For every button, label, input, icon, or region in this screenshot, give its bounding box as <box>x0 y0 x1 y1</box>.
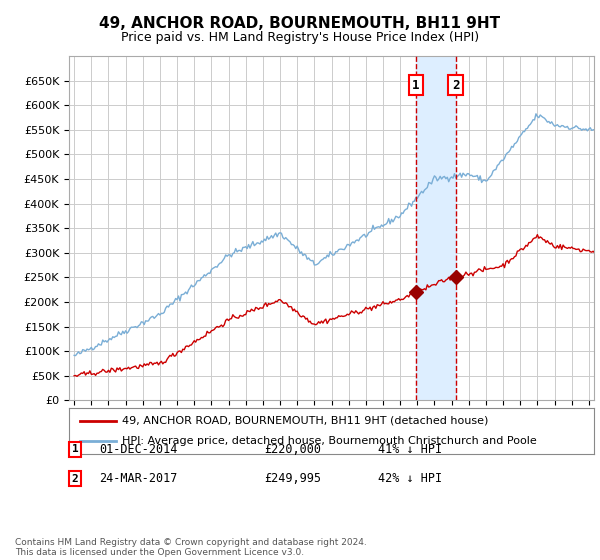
Text: 41% ↓ HPI: 41% ↓ HPI <box>378 442 442 456</box>
Text: 2: 2 <box>452 79 459 92</box>
Text: £220,000: £220,000 <box>264 442 321 456</box>
Text: 49, ANCHOR ROAD, BOURNEMOUTH, BH11 9HT (detached house): 49, ANCHOR ROAD, BOURNEMOUTH, BH11 9HT (… <box>121 416 488 426</box>
Text: £249,995: £249,995 <box>264 472 321 486</box>
Text: 2: 2 <box>71 474 79 484</box>
Text: 01-DEC-2014: 01-DEC-2014 <box>99 442 178 456</box>
Text: 42% ↓ HPI: 42% ↓ HPI <box>378 472 442 486</box>
Text: HPI: Average price, detached house, Bournemouth Christchurch and Poole: HPI: Average price, detached house, Bour… <box>121 436 536 446</box>
Bar <box>416 56 455 400</box>
Text: 49, ANCHOR ROAD, BOURNEMOUTH, BH11 9HT: 49, ANCHOR ROAD, BOURNEMOUTH, BH11 9HT <box>100 16 500 31</box>
Text: 24-MAR-2017: 24-MAR-2017 <box>99 472 178 486</box>
Text: 1: 1 <box>71 444 79 454</box>
Text: Contains HM Land Registry data © Crown copyright and database right 2024.
This d: Contains HM Land Registry data © Crown c… <box>15 538 367 557</box>
Text: Price paid vs. HM Land Registry's House Price Index (HPI): Price paid vs. HM Land Registry's House … <box>121 31 479 44</box>
Text: 1: 1 <box>412 79 419 92</box>
